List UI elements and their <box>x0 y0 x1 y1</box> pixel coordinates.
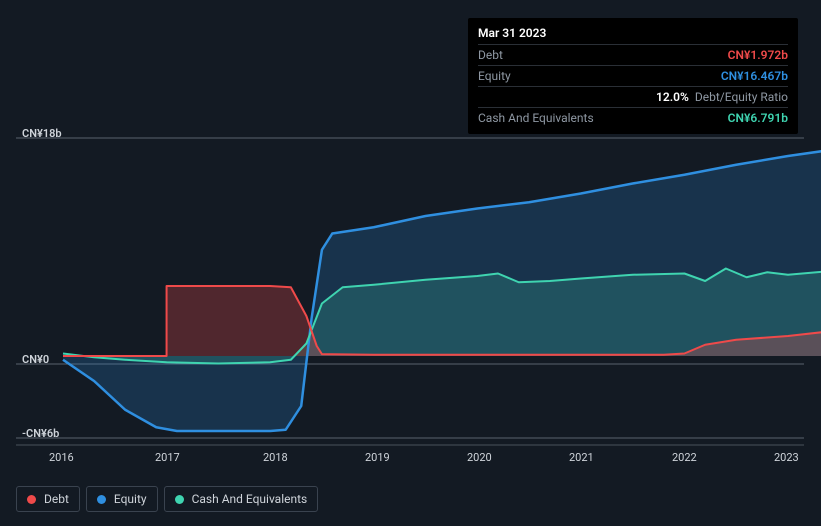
legend-item-cash-and-equivalents[interactable]: Cash And Equivalents <box>164 486 319 512</box>
tooltip-row-label: Cash And Equivalents <box>478 111 594 125</box>
legend-dot-icon <box>97 495 106 504</box>
legend-label: Debt <box>44 492 69 506</box>
tooltip-date: Mar 31 2023 <box>478 24 788 44</box>
x-axis-label: 2020 <box>467 451 492 464</box>
tooltip-row: Cash And Equivalents CN¥6.791b <box>478 107 788 128</box>
y-axis-label: CN¥18b <box>22 127 62 140</box>
x-axis-label: 2019 <box>365 451 390 464</box>
legend-item-debt[interactable]: Debt <box>16 486 80 512</box>
tooltip-row: Equity CN¥16.467b <box>478 65 788 86</box>
tooltip-row: Debt CN¥1.972b <box>478 44 788 65</box>
legend-item-equity[interactable]: Equity <box>86 486 158 512</box>
tooltip-ratio-value: 12.0% <box>656 90 689 104</box>
tooltip-ratio-label: Debt/Equity Ratio <box>695 90 788 104</box>
tooltip-row-value: CN¥1.972b <box>728 48 788 62</box>
x-axis-label: 2017 <box>155 451 180 464</box>
tooltip-row-label: Equity <box>478 69 511 83</box>
tooltip-row: 12.0% Debt/Equity Ratio <box>478 86 788 107</box>
x-axis-label: 2021 <box>569 451 594 464</box>
tooltip-row-value: CN¥6.791b <box>728 111 788 125</box>
x-axis-label: 2016 <box>49 451 74 464</box>
chart-tooltip: Mar 31 2023 Debt CN¥1.972b Equity CN¥16.467… <box>468 18 798 134</box>
y-axis-label: CN¥0 <box>22 353 49 366</box>
legend-label: Equity <box>114 492 147 506</box>
legend-dot-icon <box>175 495 184 504</box>
tooltip-row-value: CN¥16.467b <box>721 69 788 83</box>
x-axis-label: 2018 <box>263 451 288 464</box>
tooltip-row-label: Debt <box>478 48 503 62</box>
chart-legend: Debt Equity Cash And Equivalents <box>16 486 318 512</box>
x-axis-label: 2023 <box>774 451 799 464</box>
x-axis-label: 2022 <box>672 451 697 464</box>
legend-dot-icon <box>27 495 36 504</box>
legend-label: Cash And Equivalents <box>192 492 308 506</box>
y-axis-label: -CN¥6b <box>22 427 59 440</box>
